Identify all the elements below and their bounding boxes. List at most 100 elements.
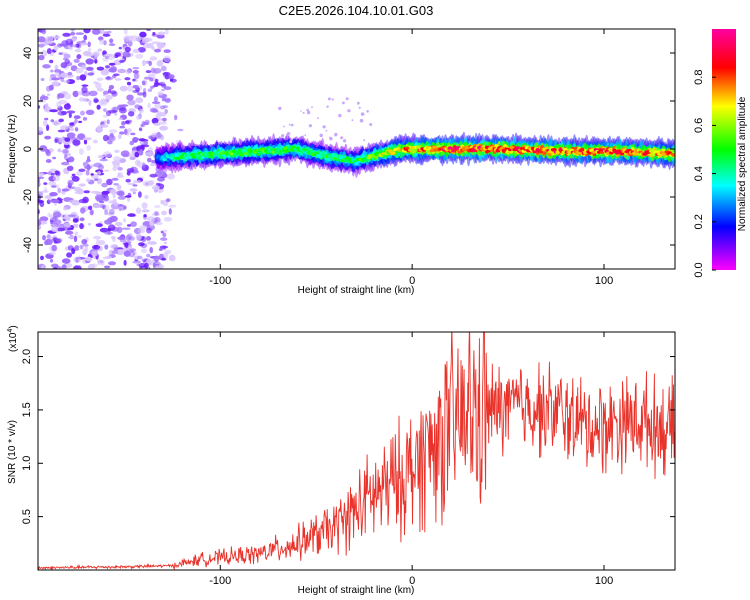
noise-blob	[148, 241, 157, 245]
noise-blob	[93, 162, 103, 168]
x-tick-label: -100	[209, 575, 231, 587]
noise-blob	[121, 121, 126, 126]
noise-blob	[53, 219, 62, 225]
noise-blob	[123, 259, 127, 266]
noise-blob	[117, 172, 124, 177]
noise-blob	[94, 58, 98, 64]
noise-blob	[119, 131, 125, 135]
noise-blob	[104, 244, 109, 250]
y-tick-label: 0	[22, 146, 34, 152]
noise-blob	[85, 257, 93, 262]
noise-blob	[162, 117, 167, 122]
noise-blob	[74, 118, 78, 124]
ridge-mark	[391, 151, 396, 155]
noise-blob	[38, 181, 41, 187]
ridge-sparkle	[345, 97, 349, 101]
noise-blob	[60, 161, 70, 166]
noise-blob	[141, 144, 150, 148]
spectrogram-noise-region	[38, 29, 184, 269]
noise-blob	[51, 226, 59, 233]
noise-blob	[122, 242, 128, 245]
noise-blob	[113, 247, 118, 252]
noise-blob	[138, 242, 145, 247]
y-tick-label: 40	[22, 47, 34, 59]
ridge-mark	[291, 146, 296, 149]
ridge-mark	[515, 146, 520, 150]
noise-blob	[103, 115, 108, 118]
ridge-sparkle	[300, 110, 302, 112]
noise-blob	[111, 177, 119, 181]
noise-blob	[73, 58, 80, 64]
noise-blob	[110, 90, 117, 95]
noise-blob	[103, 151, 112, 158]
noise-blob	[50, 69, 54, 73]
noise-blob	[52, 35, 61, 39]
noise-blob	[152, 109, 159, 113]
noise-blob	[102, 33, 111, 37]
noise-blob	[67, 152, 71, 157]
noise-blob	[107, 30, 112, 34]
noise-blob	[155, 132, 163, 139]
noise-blob	[155, 113, 162, 118]
noise-blob	[52, 211, 62, 218]
noise-blob	[73, 235, 78, 243]
ridge-sparkle	[308, 124, 312, 128]
noise-blob	[144, 76, 152, 80]
ridge-sparkle	[290, 123, 294, 127]
ridge-sparkle	[334, 133, 338, 137]
noise-blob	[90, 190, 100, 194]
noise-blob	[113, 156, 122, 162]
noise-blob	[92, 51, 100, 58]
noise-blob	[50, 172, 55, 176]
noise-blob	[167, 74, 175, 80]
noise-blob	[39, 172, 44, 177]
noise-blob	[49, 77, 53, 82]
noise-blob	[164, 109, 168, 114]
noise-blob	[132, 67, 140, 70]
noise-blob	[83, 29, 91, 34]
noise-blob	[124, 195, 132, 198]
svg-text:(x104): (x104)	[7, 325, 19, 352]
noise-blob	[137, 255, 143, 260]
noise-blob	[69, 122, 75, 126]
noise-blob	[123, 218, 127, 223]
ridge-sparkle	[286, 132, 291, 136]
noise-blob	[150, 162, 156, 167]
x-tick-label: 100	[595, 275, 613, 287]
ridge-sparkle	[351, 119, 354, 122]
noise-blob	[139, 85, 143, 90]
ridge-sparkle	[319, 133, 324, 138]
noise-blob	[106, 178, 113, 186]
noise-blob	[146, 227, 152, 234]
noise-blob	[44, 135, 51, 140]
noise-blob	[159, 81, 166, 85]
noise-blob	[57, 129, 66, 133]
x-tick-label: -100	[209, 275, 231, 287]
noise-blob	[138, 191, 142, 198]
noise-blob	[137, 47, 146, 53]
noise-blob	[114, 52, 122, 57]
noise-blob	[92, 139, 98, 144]
noise-blob	[49, 259, 54, 263]
noise-blob	[154, 103, 161, 109]
noise-blob	[79, 74, 87, 81]
colorbar-tick-label: 0.4	[693, 166, 705, 181]
noise-blob	[75, 171, 84, 176]
noise-blob	[92, 244, 101, 250]
y-tick-label: -20	[22, 189, 34, 205]
noise-blob	[96, 66, 105, 71]
noise-blob	[44, 240, 49, 246]
noise-blob	[60, 125, 69, 130]
noise-blob	[71, 248, 76, 255]
noise-blob	[163, 241, 168, 244]
noise-blob	[52, 175, 61, 182]
noise-blob	[108, 62, 116, 66]
noise-blob	[150, 85, 154, 89]
ridge-sparkle	[363, 139, 366, 142]
ridge-sparkle	[340, 136, 344, 140]
noise-blob	[40, 78, 45, 81]
noise-blob	[38, 219, 42, 226]
noise-blob	[41, 29, 47, 35]
noise-blob	[152, 31, 156, 36]
noise-blob	[148, 180, 154, 186]
